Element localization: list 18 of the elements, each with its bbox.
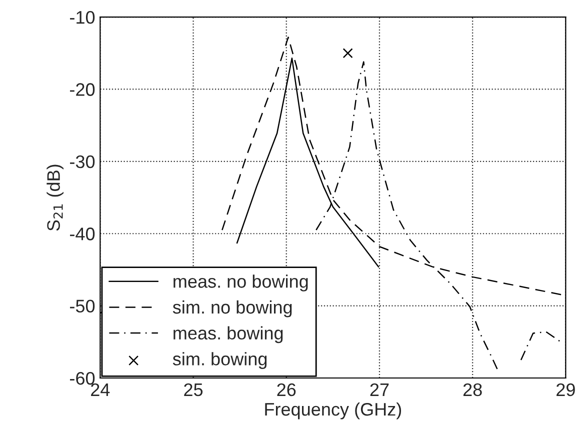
- y-tick-label: -20: [70, 83, 95, 96]
- x-tick-label: 24: [91, 383, 110, 396]
- x-tick-label: 29: [556, 383, 575, 396]
- x-tick-label: 27: [370, 383, 389, 396]
- y-tick-label: -30: [70, 155, 95, 168]
- legend-label: sim. bowing: [172, 352, 267, 369]
- y-tick-label: -50: [70, 300, 95, 313]
- y-tick-label: -60: [70, 372, 95, 385]
- legend-label: meas. bowing: [174, 326, 283, 344]
- x-tick-label: 26: [277, 383, 296, 396]
- y-tick-label: -40: [70, 228, 95, 240]
- x-tick-label: 28: [463, 383, 482, 396]
- x-tick-label: 25: [184, 383, 203, 396]
- y-tick-label: -10: [70, 10, 95, 24]
- x-axis-title: Frequency (GHz): [265, 402, 402, 420]
- legend-label: sim. no bowing: [172, 300, 292, 318]
- y-axis-title: S$_{21}$ (dB): [46, 164, 64, 231]
- legend-label: meas. no bowing: [174, 274, 308, 292]
